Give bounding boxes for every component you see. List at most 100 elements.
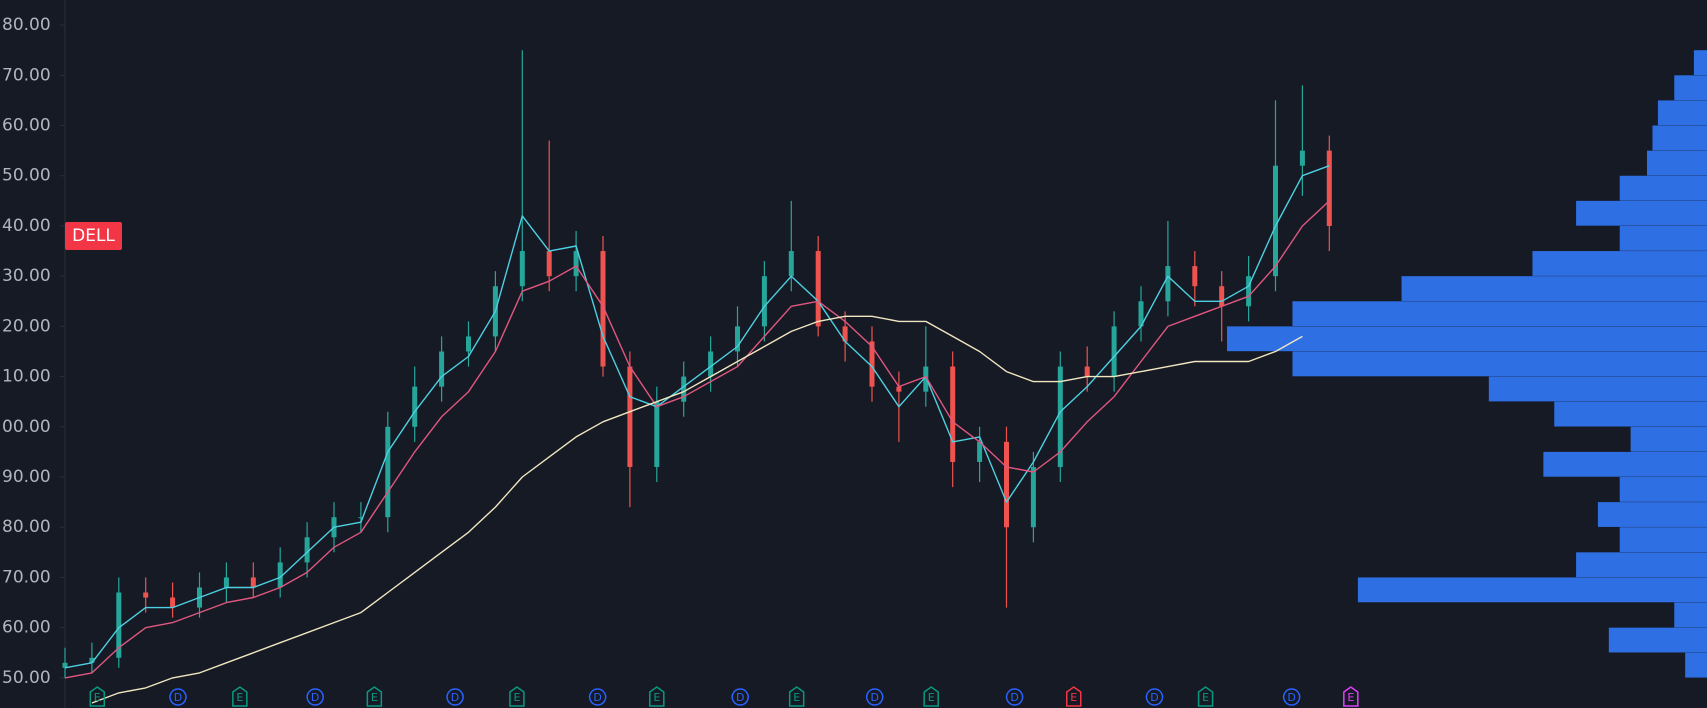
y-tick-label: 60.00 [2,618,51,638]
event-label: D [736,691,744,704]
candle-body [89,657,95,663]
event-label: E [1347,691,1354,704]
y-tick-label: 50.00 [2,668,51,688]
event-label: E [653,691,660,704]
candle-body [412,386,418,427]
y-tick-label: 60.00 [2,116,51,136]
y-tick-label: 10.00 [2,367,51,387]
volume-profile-bar [1608,627,1707,653]
volume-profile-bar [1685,652,1707,678]
price-label-text: DELL [72,226,115,246]
moving-average-line [64,165,1330,669]
volume-profile-bar [1401,276,1707,301]
y-tick-label: 50.00 [2,166,51,186]
candle-body [681,376,687,402]
event-label: E [928,691,935,704]
event-label: E [371,691,378,704]
event-marker [306,688,324,706]
candle-body [170,597,176,608]
candle-body [1138,301,1144,327]
volume-profile-bar [1576,200,1707,226]
y-tick-label: 70.00 [2,65,51,85]
candle-body [842,326,848,342]
volume-profile-bar [1597,502,1707,527]
event-marker [649,686,665,707]
candle-body [358,517,364,519]
event-marker [1145,688,1164,706]
event-marker [1343,686,1359,707]
volume-profile-bar [1357,577,1707,603]
moving-average-line [91,315,1303,704]
y-tick-label: 00.00 [2,417,51,437]
event-marker [366,686,383,707]
volume-profile-bar [1647,150,1707,176]
candle-body [546,251,552,277]
volume-profile-bar [1619,477,1707,502]
event-label: D [593,691,601,704]
y-tick-label: 20.00 [2,316,51,336]
y-tick-label: 90.00 [2,467,51,487]
candle-body [977,441,983,462]
volume-profile-bar [1630,426,1707,452]
volume-profile-bar [1543,451,1707,477]
volume-profile-bar [1619,527,1707,553]
event-label: D [451,691,459,704]
candle-body [815,251,821,327]
moving-average-line [64,200,1330,679]
candle-body [627,366,633,467]
event-marker [588,688,607,706]
event-label: D [1150,691,1158,704]
candle-body [466,336,471,352]
candle-body [277,562,283,588]
event-marker [446,688,464,706]
candle-body [116,592,122,658]
candle-body [896,386,902,392]
volume-profile-bar [1652,125,1707,151]
event-label: E [94,691,101,704]
candle-body [735,326,740,352]
event-marker [1066,686,1082,707]
event-marker [169,688,187,706]
candle-body [708,351,714,377]
candle-body [761,276,767,327]
event-marker [1197,686,1214,707]
event-label: D [1287,691,1295,704]
volume-profile-bar [1554,401,1707,427]
candle-body [1299,150,1305,166]
event-label: E [236,691,243,704]
candle-body [654,401,660,467]
candle-body [1219,286,1225,307]
candle-body [62,662,68,668]
candle-body [1111,326,1117,377]
candle-body [1084,366,1090,377]
event-label: E [513,691,520,704]
candle-body [439,351,445,387]
event-label: D [1010,691,1018,704]
candle-body [223,577,229,588]
candle-body [869,341,875,387]
event-marker [1282,688,1301,706]
candle-body [1030,466,1036,528]
volume-profile-bar [1292,351,1707,377]
y-tick-label: 70.00 [2,567,51,587]
volume-profile-bar [1292,301,1707,327]
candle-body [1057,366,1063,467]
event-marker [1005,688,1024,706]
volume-profile-bar [1532,251,1707,276]
price-label-box [65,222,122,250]
volume-profile-bar [1693,50,1707,76]
candle-body [519,251,525,287]
candle-body [600,251,606,367]
y-tick-label: 30.00 [2,266,51,286]
event-marker [866,688,884,706]
candle-body [923,366,929,392]
event-marker [923,686,939,707]
event-marker [788,686,805,707]
candle-body [950,366,956,462]
candle-body [385,426,391,518]
y-tick-label: 80.00 [2,15,51,35]
event-marker [232,686,248,707]
candle-body [1004,441,1009,528]
candle-body [573,251,579,277]
